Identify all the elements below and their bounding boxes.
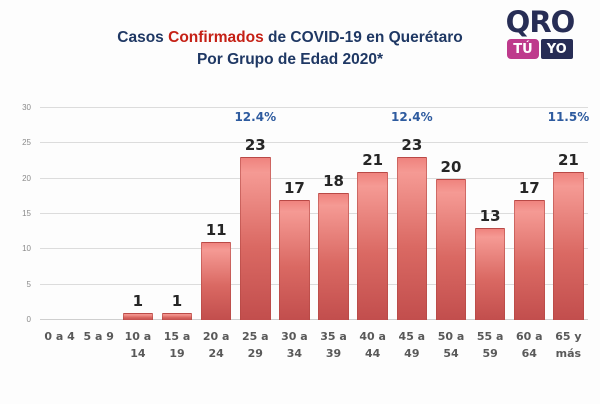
bar-columns: 1 1 11 23 17 18 21 23 20 13 17 21	[40, 108, 588, 320]
bar-column: 17	[510, 108, 549, 320]
bar-value-label: 13	[479, 207, 501, 226]
bar-column: 11	[197, 108, 236, 320]
y-tick-label: 0	[26, 315, 31, 324]
y-axis: 0 5 10 15 20 25 30	[0, 104, 36, 324]
x-tick-label: 20 a 24	[202, 330, 230, 361]
x-tick-label: 60 a 64	[515, 330, 543, 361]
gridline	[40, 177, 588, 179]
bar-value-label: 1	[171, 291, 183, 310]
percentage-annotation: 11.5%	[547, 110, 590, 124]
bar-column: 1	[157, 108, 196, 320]
bar	[357, 171, 388, 320]
x-tick-label: 55 a 59	[476, 330, 504, 361]
logo-badge-tu: TÚ	[507, 39, 539, 59]
bar-column: 21	[549, 108, 588, 320]
title-suffix: de COVID-19 en Querétaro	[263, 29, 463, 46]
bar	[161, 312, 193, 320]
x-tick-label: 0 a 4	[44, 330, 75, 343]
y-tick-label: 30	[22, 103, 31, 112]
logo-word: QRO	[505, 5, 576, 39]
gridline	[40, 319, 588, 320]
bar-value-label: 23	[244, 136, 266, 155]
gridline	[40, 107, 588, 108]
gridline	[40, 248, 588, 250]
y-tick-label: 5	[26, 279, 31, 289]
bar-column: 17	[275, 108, 314, 320]
gridline	[40, 213, 588, 214]
x-tick-label: 65 y más	[555, 330, 582, 361]
bar-column	[79, 108, 118, 320]
bar-value-label: 23	[401, 136, 423, 155]
bar-column: 21	[353, 108, 392, 320]
x-tick-label: 40 a 44	[359, 330, 386, 361]
x-tick-label: 35 a 39	[320, 330, 347, 361]
bar-value-label: 18	[323, 171, 344, 190]
plot-area: 1 1 11 23 17 18 21 23 20 13 17 21 12.4% 12.4% 11.5%	[40, 107, 590, 320]
bar	[396, 157, 428, 320]
x-tick-label: 45 a 49	[398, 330, 426, 361]
chart-title-line1: Casos Confirmados de COVID-19 en Queréta…	[40, 27, 540, 49]
bar-column: 23	[236, 108, 275, 320]
y-tick-label: 15	[22, 209, 31, 218]
bar	[435, 178, 467, 320]
logo-badges: TÚ YO	[494, 39, 586, 59]
bar-value-label: 21	[557, 150, 579, 169]
bar	[200, 242, 232, 320]
qro-tu-yo-logo: QRO TÚ YO	[494, 8, 586, 59]
bar-column	[40, 108, 79, 320]
gridline	[40, 283, 588, 285]
y-tick-label: 10	[22, 244, 31, 254]
bar-value-label: 1	[132, 291, 144, 310]
x-tick-label: 15 a 19	[163, 330, 191, 361]
y-tick-label: 25	[22, 138, 31, 148]
x-tick-label: 50 a 54	[437, 330, 465, 361]
x-axis: 0 a 4 5 a 9 10 a 14 15 a 19 20 a 24 25 a 29 30…	[40, 328, 588, 362]
bar-column: 1	[118, 108, 157, 320]
title-highlight: Confirmados	[168, 29, 264, 46]
bar	[122, 312, 154, 320]
bar-column: 13	[471, 108, 510, 320]
bar-value-label: 20	[440, 157, 462, 176]
bar-value-label: 11	[205, 221, 227, 240]
x-tick-label: 30 a 34	[281, 330, 308, 361]
bar-column: 23	[392, 108, 431, 320]
bar	[513, 199, 545, 320]
bar-value-label: 17	[518, 178, 540, 197]
percentage-annotation: 12.4%	[391, 110, 433, 124]
percentage-annotation: 12.4%	[234, 110, 277, 124]
x-tick-label: 10 a 14	[124, 330, 152, 361]
bar	[318, 192, 349, 320]
bar	[279, 199, 310, 320]
gridline	[40, 142, 588, 144]
bar-value-label: 17	[283, 178, 305, 197]
bar	[553, 171, 584, 320]
bar	[474, 228, 506, 320]
title-prefix: Casos	[117, 29, 169, 46]
x-tick-label: 25 a 29	[241, 330, 269, 361]
y-tick-label: 20	[22, 173, 31, 183]
bar-column: 18	[314, 108, 353, 320]
x-tick-label: 5 a 9	[83, 330, 114, 343]
logo-badge-yo: YO	[540, 39, 573, 59]
bar	[240, 157, 271, 320]
chart-title: Casos Confirmados de COVID-19 en Queréta…	[40, 27, 540, 72]
chart-title-line2: Por Grupo de Edad 2020*	[196, 51, 384, 69]
bar-column: 20	[431, 108, 470, 320]
bar-value-label: 21	[362, 150, 384, 169]
